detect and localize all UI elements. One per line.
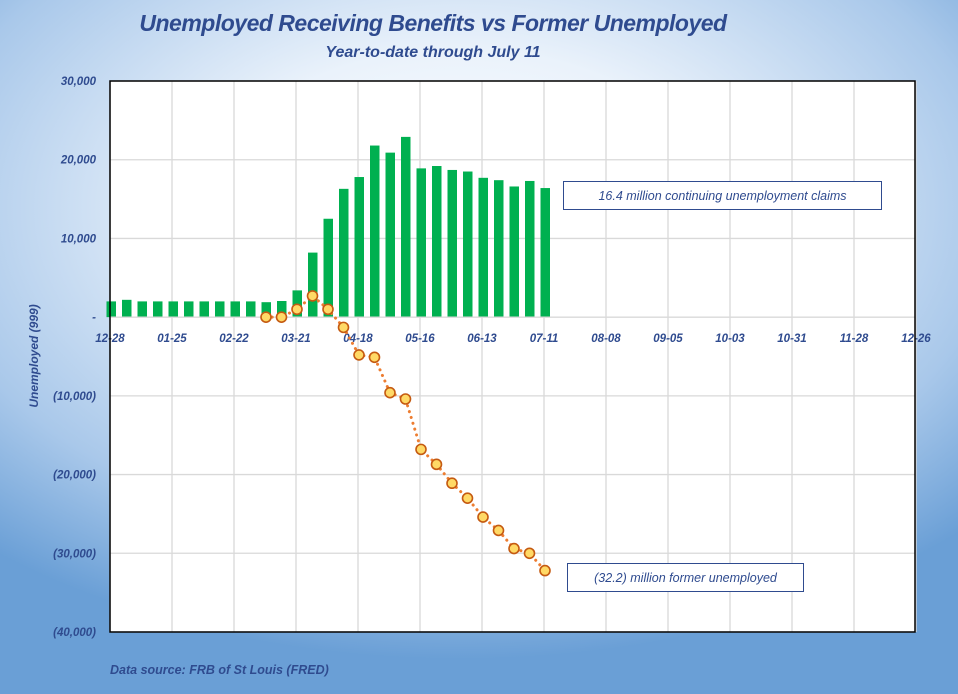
bar-06-06	[463, 171, 473, 318]
bar-04-25	[370, 145, 380, 318]
point-04-25	[368, 351, 381, 364]
y-tick-label: 10,000	[61, 233, 97, 245]
y-tick-label: (10,000)	[53, 391, 96, 403]
point-05-30	[446, 477, 458, 490]
point-04-11	[337, 321, 350, 334]
bar-02-08	[199, 301, 209, 318]
y-tick-label: 20,000	[60, 155, 97, 167]
bar-03-07	[261, 302, 271, 318]
y-tick-label: 30,000	[61, 76, 97, 88]
bar-04-11	[339, 188, 349, 318]
x-tick-label: 03-21	[281, 333, 310, 345]
bar-02-15	[215, 301, 225, 318]
bar-05-23	[432, 166, 442, 318]
point-06-20	[492, 524, 505, 537]
point-04-18	[353, 349, 365, 361]
y-tick-label: (40,000)	[53, 627, 96, 639]
bar-02-22	[230, 301, 240, 318]
point-07-11	[539, 564, 551, 577]
bar-01-25	[168, 301, 178, 318]
x-tick-label: 11-28	[840, 333, 869, 345]
x-tick-label: 10-31	[777, 333, 806, 345]
x-tick-label: 10-03	[715, 333, 745, 345]
point-05-02	[384, 386, 396, 399]
x-tick-label: 12-26	[901, 333, 931, 345]
y-tick-label: (20,000)	[53, 470, 96, 482]
bar-05-02	[385, 152, 395, 318]
x-tick-label: 01-25	[157, 333, 187, 345]
bar-05-16	[416, 168, 426, 318]
y-tick-label: (30,000)	[53, 548, 96, 560]
bar-06-27	[509, 186, 519, 318]
point-03-07	[260, 311, 272, 323]
x-tick-label: 05-16	[405, 333, 435, 345]
bar-05-09	[401, 136, 411, 318]
point-05-16	[415, 443, 427, 456]
point-06-27	[508, 542, 520, 555]
bar-04-18	[354, 177, 364, 318]
x-tick-label: 06-13	[467, 333, 497, 345]
bar-01-11	[137, 301, 147, 318]
chart-subtitle: Year-to-date through July 11	[325, 44, 541, 61]
point-03-21	[291, 303, 303, 316]
point-06-06	[461, 492, 474, 504]
point-03-14	[275, 311, 288, 323]
bar-06-20	[494, 180, 504, 318]
annotation-continuing-claims: 16.4 million continuing unemployment cla…	[563, 181, 882, 210]
x-tick-label: 07-11	[530, 333, 559, 345]
bar-02-01	[184, 301, 194, 318]
point-04-04	[322, 303, 334, 316]
point-03-28	[306, 290, 319, 302]
y-tick-label: -	[92, 312, 96, 324]
point-05-23	[430, 458, 443, 471]
x-tick-label: 02-22	[219, 333, 249, 345]
x-tick-label: 04-18	[343, 333, 373, 345]
bar-01-04	[122, 299, 132, 318]
bar-07-04	[525, 180, 535, 318]
bar-02-29	[246, 301, 256, 318]
data-source: Data source: FRB of St Louis (FRED)	[110, 663, 329, 677]
annotation-former-unemployed: (32.2) million former unemployed	[567, 563, 804, 592]
bar-07-11	[540, 188, 550, 318]
plot-border	[109, 80, 916, 633]
bar-03-28	[308, 252, 318, 318]
x-tick-label: 08-08	[591, 333, 621, 345]
bar-04-04	[323, 218, 333, 318]
bar-06-13	[478, 177, 488, 318]
plot-area	[110, 81, 915, 632]
bar-01-18	[153, 301, 163, 318]
point-05-09	[399, 393, 412, 405]
point-06-13	[477, 511, 489, 523]
x-tick-label: 09-05	[653, 333, 683, 345]
chart-title: Unemployed Receiving Benefits vs Former …	[139, 10, 727, 36]
bar-12-28	[106, 301, 116, 318]
y-axis-label: Unemployed (999)	[27, 304, 41, 407]
bar-05-30	[447, 169, 457, 318]
point-07-04	[523, 547, 536, 560]
bar-03-14	[277, 301, 287, 318]
